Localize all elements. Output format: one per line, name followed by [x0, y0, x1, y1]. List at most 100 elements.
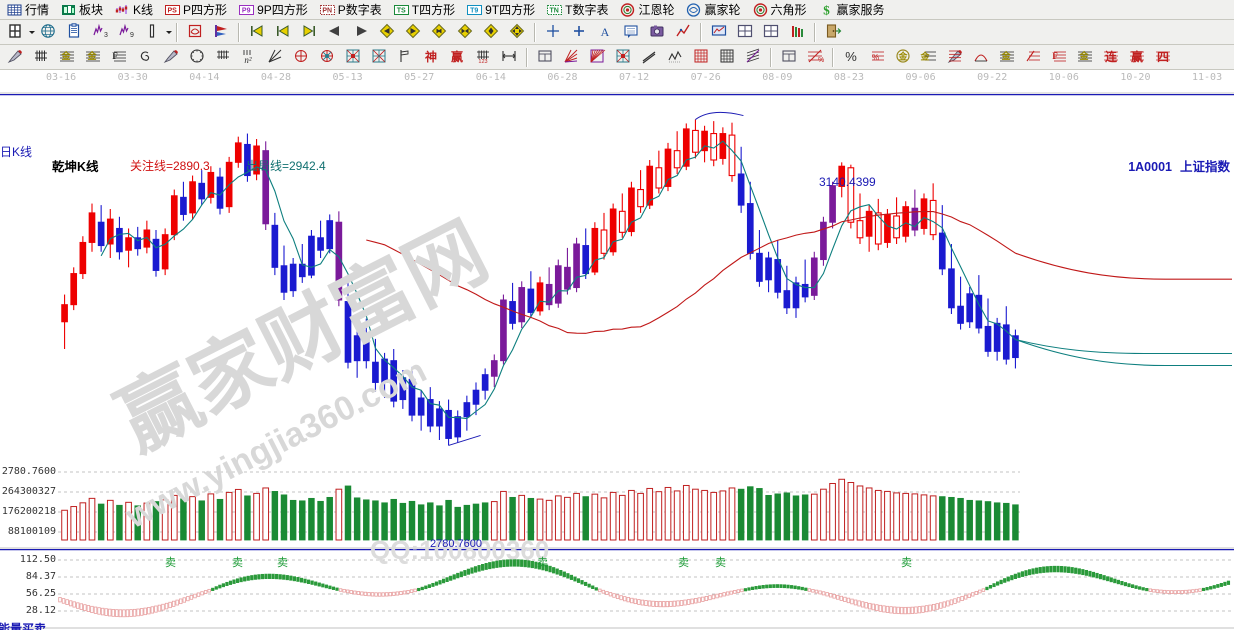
percent-fib-button[interactable]: %: [803, 46, 827, 69]
tick-button[interactable]: [393, 46, 417, 69]
zigzag-button[interactable]: [663, 46, 687, 69]
tn-table-icon: TN: [547, 3, 563, 17]
percent-lines-button[interactable]: %: [865, 46, 889, 69]
arch-button[interactable]: [969, 46, 993, 69]
percent-button[interactable]: %: [839, 46, 863, 69]
trend-button[interactable]: [671, 21, 695, 44]
menu-item-ts-square[interactable]: TS T四方形: [389, 0, 460, 20]
svg-text:四: 四: [1157, 50, 1169, 64]
menu-item-dollar-service[interactable]: $ 赢家服务: [814, 0, 890, 20]
exit-button[interactable]: [821, 21, 845, 44]
mesh-button[interactable]: [689, 46, 713, 69]
grid-view-button[interactable]: [733, 21, 757, 44]
burst-button[interactable]: [585, 46, 609, 69]
menu-item-tn-table[interactable]: TN T数字表: [542, 0, 613, 20]
menu-item-pn-table[interactable]: PN P数字表: [315, 0, 387, 20]
ladder-button[interactable]: [211, 46, 235, 69]
bars-icon: [788, 22, 806, 43]
gann-grid-button[interactable]: [29, 46, 53, 69]
number-grid-button[interactable]: 123: [471, 46, 495, 69]
shen-button[interactable]: 神: [419, 46, 443, 69]
gold-char-button[interactable]: 金: [995, 46, 1019, 69]
f-lines-button[interactable]: F: [107, 46, 131, 69]
step-left-button[interactable]: [323, 21, 347, 44]
draw-pen-button[interactable]: [3, 46, 27, 69]
gold-circle-button[interactable]: 金: [891, 46, 915, 69]
menu-item-t9-square[interactable]: T9 9T四方形: [462, 0, 540, 20]
menu-item-sector[interactable]: 板块: [56, 0, 108, 20]
pattern-button[interactable]: [183, 21, 207, 44]
speed-pen-button[interactable]: [159, 46, 183, 69]
nsquare-button[interactable]: n²: [237, 46, 261, 69]
gold-row-button[interactable]: 金: [1073, 46, 1097, 69]
slant-mesh-button[interactable]: [741, 46, 765, 69]
zoom-left-button[interactable]: [375, 21, 399, 44]
sell-signal-marker: 卖: [678, 557, 689, 569]
pen-lines-button[interactable]: [943, 46, 967, 69]
menu-item-grid-quote[interactable]: 行情: [2, 0, 54, 20]
tick-icon: [396, 47, 414, 68]
camera-button[interactable]: [645, 21, 669, 44]
mesh2-button[interactable]: [715, 46, 739, 69]
annotate-button[interactable]: [619, 21, 643, 44]
layout-button[interactable]: [759, 21, 783, 44]
menu-item-label: 六角形: [770, 2, 807, 17]
lian-button[interactable]: 连: [1099, 46, 1123, 69]
menu-item-gann-wheel[interactable]: 江恩轮: [615, 0, 679, 20]
add-button[interactable]: [567, 21, 591, 44]
ying2-button[interactable]: 赢: [1125, 46, 1149, 69]
wave9-button[interactable]: 9: [114, 21, 138, 44]
text-button[interactable]: A: [593, 21, 617, 44]
circle-scale-button[interactable]: [185, 46, 209, 69]
wave3-button[interactable]: 3: [88, 21, 112, 44]
chart-area[interactable]: 赢家财富网 www.yingjia360.com QQ:100800360 日K…: [0, 70, 1234, 630]
contract-h-button[interactable]: [453, 21, 477, 44]
menu-item-kline[interactable]: K线: [110, 0, 158, 20]
gold-grid-1-button[interactable]: 金: [55, 46, 79, 69]
arrow-right-icon: [352, 22, 370, 43]
histogram-button[interactable]: [209, 21, 233, 44]
zoom-right-button[interactable]: [401, 21, 425, 44]
si-button[interactable]: 四: [1151, 46, 1175, 69]
ying-button[interactable]: 赢: [445, 46, 469, 69]
angle-button[interactable]: [263, 46, 287, 69]
clipboard-button[interactable]: [62, 21, 86, 44]
symbol-label: 1A0001 上证指数: [1128, 156, 1230, 175]
calendar-period-button[interactable]: [3, 21, 27, 44]
channel-button[interactable]: [533, 46, 557, 69]
vbar-dropdown[interactable]: [165, 22, 172, 43]
page-left-button[interactable]: [271, 21, 295, 44]
spiral-button[interactable]: [133, 46, 157, 69]
chart-canvas[interactable]: [0, 70, 1234, 630]
radial-box-button[interactable]: [341, 46, 365, 69]
menu-item-winner-wheel[interactable]: 赢家轮: [681, 0, 745, 20]
monitor-button[interactable]: [707, 21, 731, 44]
gold-grid-2-button[interactable]: 金: [81, 46, 105, 69]
menu-item-hexagon[interactable]: 六角形: [748, 0, 812, 20]
globe-market-button[interactable]: [36, 21, 60, 44]
gold-lines-button[interactable]: 金: [917, 46, 941, 69]
vertical-bar-button[interactable]: [140, 21, 164, 44]
pair-line-button[interactable]: [637, 46, 661, 69]
target-button[interactable]: [315, 46, 339, 69]
jump-first-button[interactable]: [245, 21, 269, 44]
span-button[interactable]: [497, 46, 521, 69]
svg-text:TN: TN: [550, 7, 559, 14]
expand-h-button[interactable]: [427, 21, 451, 44]
page-right-button[interactable]: [297, 21, 321, 44]
fit-button[interactable]: [505, 21, 529, 44]
box-grid-button[interactable]: [367, 46, 391, 69]
expand-v-button[interactable]: [479, 21, 503, 44]
fan-button[interactable]: [289, 46, 313, 69]
f-red-button[interactable]: F: [1047, 46, 1071, 69]
menu-item-ps-square[interactable]: PS P四方形: [160, 0, 232, 20]
bars-button[interactable]: [785, 21, 809, 44]
period-dropdown[interactable]: [28, 22, 35, 43]
netbox-button[interactable]: [611, 46, 635, 69]
step-right-button[interactable]: [349, 21, 373, 44]
rays-button[interactable]: [559, 46, 583, 69]
j-lines-button[interactable]: [1021, 46, 1045, 69]
list-button[interactable]: [777, 46, 801, 69]
crosshair-button[interactable]: [541, 21, 565, 44]
menu-item-p9-square[interactable]: P9 9P四方形: [234, 0, 313, 20]
